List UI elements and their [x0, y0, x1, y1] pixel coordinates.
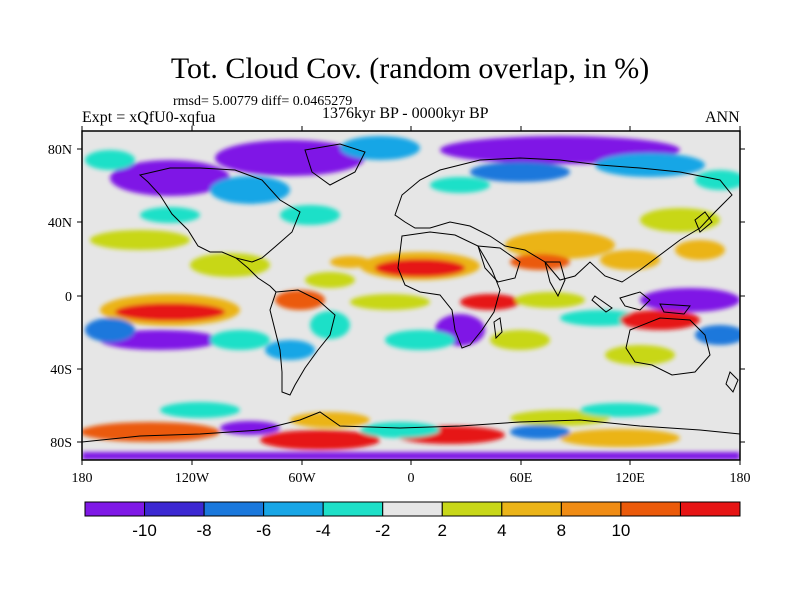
lon-tick-label: 120W [175, 471, 210, 486]
anomaly-field [82, 136, 740, 460]
lon-tick-label: 60E [510, 471, 533, 486]
coast-antarctica [82, 411, 740, 443]
colorbar-label: -2 [375, 521, 390, 540]
lon-tick-label: 0 [408, 471, 415, 486]
colorbar-label: 8 [557, 521, 566, 540]
colorbar: -10 -8 -6 -4 -2 2 4 8 10 [84, 501, 741, 540]
colorbar-label: -6 [256, 521, 271, 540]
lat-tick-label: 40N [48, 216, 72, 231]
colorbar-box [322, 501, 384, 517]
colorbar-label: 2 [438, 521, 447, 540]
colorbar-label: 4 [497, 521, 506, 540]
lat-axis: 80N 40N 0 40S 80S [48, 143, 745, 451]
coast-madagascar [493, 317, 503, 340]
colorbar-box [203, 501, 265, 517]
colorbar-box [144, 501, 205, 517]
coast-central-america [235, 257, 277, 293]
coast-north-america [138, 167, 301, 263]
colorbar-box [441, 501, 503, 517]
colorbar-label: 10 [611, 521, 630, 540]
coast-greenland [304, 143, 366, 186]
lon-tick-label: 120E [615, 471, 645, 486]
colorbar-label: -4 [316, 521, 331, 540]
colorbar-box [501, 501, 562, 517]
lon-tick-label: 180 [72, 471, 93, 486]
coast-australia [625, 317, 711, 376]
experiment-label: Expt = xQfU0-xqfua [82, 109, 216, 126]
colorbar-box [679, 501, 741, 517]
lat-tick-label: 0 [65, 290, 72, 305]
colorbar-box [84, 501, 146, 517]
coast-sumatra [591, 295, 613, 313]
coast-africa [397, 231, 501, 349]
lon-axis: 180 120W 60W 0 60E 120E 180 [72, 126, 751, 486]
colorbar-label: -8 [197, 521, 212, 540]
colorbar-box [560, 501, 622, 517]
lon-tick-label: 60W [288, 471, 316, 486]
map-title: Tot. Cloud Cov. (random overlap, in %) [170, 52, 650, 85]
coast-new-guinea [659, 303, 691, 315]
lat-tick-label: 40S [50, 363, 72, 378]
coast-arabia [477, 245, 521, 283]
coast-eurasia [394, 157, 733, 283]
period-label: 1376kyr BP - 0000kyr BP [322, 105, 489, 122]
lat-tick-label: 80N [48, 143, 72, 158]
stats-line: rmsd= 5.00779 diff= 0.0465279 [173, 94, 353, 109]
coast-japan [694, 211, 713, 233]
season-label: ANN [705, 109, 740, 126]
coast-india [544, 261, 566, 298]
coastlines [82, 143, 740, 443]
lat-tick-label: 80S [50, 436, 72, 451]
coast-borneo [619, 291, 651, 311]
lon-tick-label: 180 [730, 471, 751, 486]
coast-south-america [269, 289, 336, 396]
coast-new-zealand [725, 371, 739, 393]
colorbar-box [620, 501, 681, 517]
colorbar-box [382, 501, 443, 517]
colorbar-label: -10 [132, 521, 157, 540]
colorbar-box [263, 501, 324, 517]
